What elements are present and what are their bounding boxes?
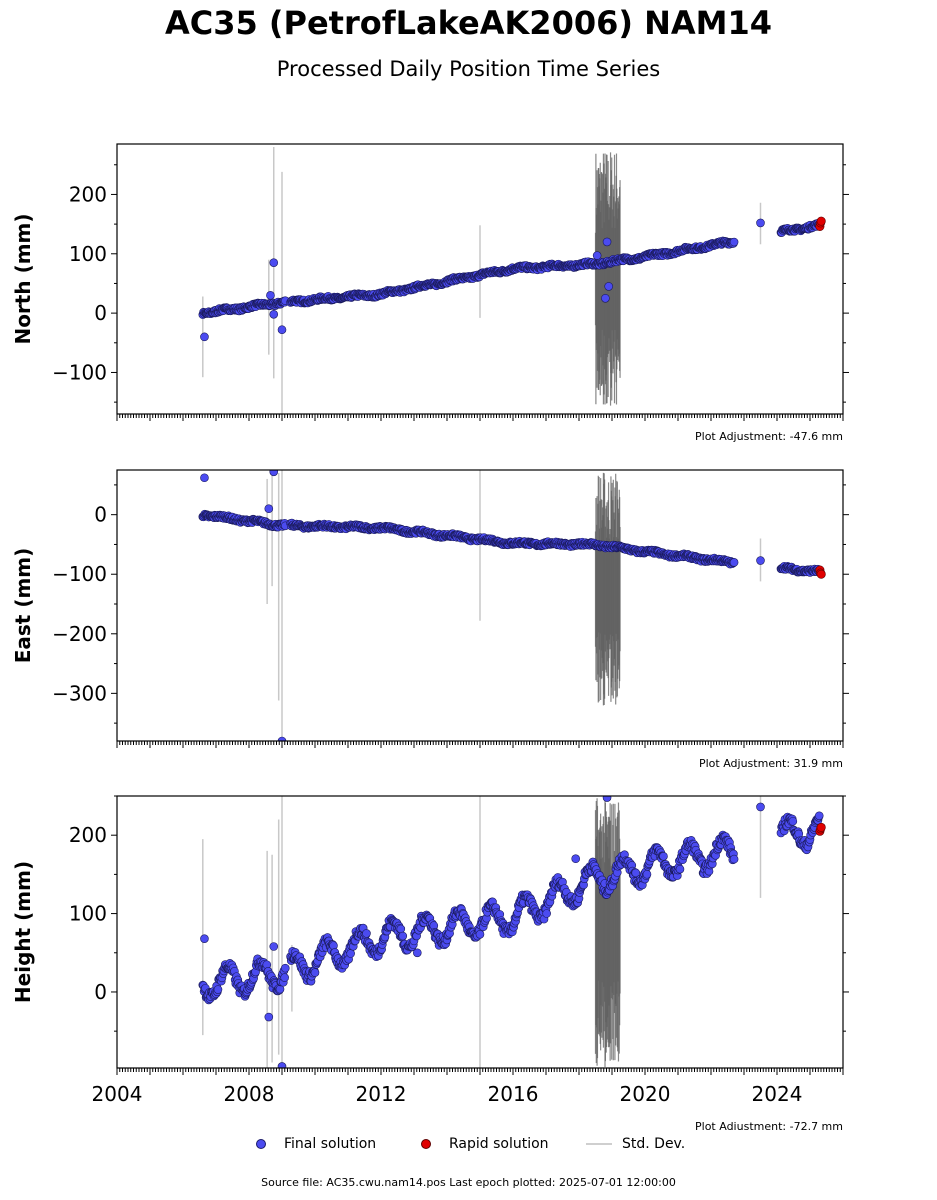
x-tick-label: 2024: [752, 1082, 803, 1106]
final-solution-point: [788, 816, 798, 826]
panel-data-area: [198, 470, 826, 741]
legend-std: Std. Dev.: [586, 1136, 685, 1152]
final-solution-point: [642, 869, 652, 879]
legend-final: Final solution: [256, 1136, 376, 1152]
y-tick-label: −100: [52, 360, 107, 384]
x-tick-label: 2008: [224, 1082, 275, 1106]
y-tick-label: 200: [69, 823, 107, 847]
final-solution-outlier: [756, 218, 765, 228]
final-solution-outlier: [571, 854, 581, 864]
y-axis-label: Height (mm): [11, 861, 35, 1003]
panel-height: 0 100 200 2004 2008 2012 2016 2020 2024 Height (m…: [11, 795, 849, 1130]
final-solution-outlier: [200, 332, 209, 342]
final-solution-outlier: [602, 237, 612, 247]
x-tick-label: 2016: [488, 1082, 539, 1106]
legend: Final solution Rapid solution Std. Dev.: [0, 1136, 937, 1160]
final-solution-point: [542, 909, 551, 918]
final-solution-outlier: [602, 796, 612, 802]
final-solution-point: [729, 237, 739, 247]
final-solution-point: [729, 854, 739, 864]
final-solution-point: [396, 924, 406, 934]
final-solution-point: [729, 558, 739, 567]
y-tick-label: −200: [52, 622, 107, 646]
final-solution-marker: [256, 1139, 266, 1149]
y-axis-label: North (mm): [11, 213, 35, 344]
rapid-solution-marker: [421, 1139, 431, 1149]
std-dev-line-marker: [586, 1143, 612, 1145]
final-solution-point: [398, 931, 408, 941]
final-solution-point: [659, 851, 668, 861]
final-solution-outlier: [200, 473, 209, 483]
x-tick-label: 2012: [356, 1082, 407, 1106]
final-solution-outlier: [269, 942, 279, 951]
final-solution-point: [346, 949, 355, 958]
final-solution-point: [213, 985, 223, 994]
final-solution-point: [814, 811, 824, 821]
final-solution-outlier: [601, 293, 610, 303]
final-solution-outlier: [604, 282, 614, 291]
legend-std-label: Std. Dev.: [622, 1136, 686, 1152]
final-solution-point: [280, 973, 289, 982]
final-solution-outlier: [269, 310, 279, 319]
final-solution-point: [675, 864, 685, 874]
x-tick-label: 2004: [92, 1082, 143, 1106]
final-solution-point: [310, 968, 320, 977]
y-tick-label: −300: [52, 681, 107, 705]
final-solution-outlier: [266, 291, 275, 300]
rapid-solution-point: [816, 216, 826, 226]
plot-adjustment-label: Plot Adjustment: -47.6 mm: [695, 430, 843, 443]
legend-final-label: Final solution: [284, 1136, 377, 1152]
final-solution-outlier: [264, 1012, 274, 1022]
y-tick-label: 0: [94, 980, 107, 1004]
rapid-solution-point: [816, 569, 826, 579]
y-tick-label: 200: [69, 182, 107, 206]
y-tick-label: 100: [69, 902, 107, 926]
final-solution-outlier: [269, 470, 279, 477]
final-solution-point: [631, 868, 641, 878]
y-tick-label: 0: [94, 503, 107, 527]
final-solution-outlier: [264, 504, 274, 514]
legend-rapid-label: Rapid solution: [449, 1136, 549, 1152]
final-solution-outlier: [277, 1062, 287, 1068]
y-tick-label: 0: [94, 301, 107, 325]
legend-rapid: Rapid solution: [421, 1136, 549, 1152]
final-solution-outlier: [412, 948, 422, 958]
chart-title: AC35 (PetrofLakeAK2006) NAM14: [164, 4, 773, 42]
y-axis-label: East (mm): [11, 548, 35, 664]
time-series-plots: −100 0 100 200 North (mm) Plot Adjustment: -4…: [11, 143, 849, 1130]
panel-north: −100 0 100 200 North (mm) Plot Adjustment: -4…: [11, 143, 849, 443]
source-footer: Source file: AC35.cwu.nam14.pos Last epo…: [261, 1176, 676, 1189]
rapid-solution-point: [816, 822, 826, 832]
final-solution-outlier: [592, 251, 602, 260]
final-solution-outlier: [756, 802, 765, 812]
final-solution-point: [280, 963, 290, 973]
y-tick-label: −100: [52, 562, 107, 586]
x-tick-label: 2020: [620, 1082, 671, 1106]
panel-east: −300 −200 −100 0 East (mm) Plot Adjustment: 3…: [11, 469, 849, 770]
panel-data-area: [198, 796, 826, 1068]
final-solution-point: [362, 929, 371, 938]
final-solution-point: [475, 930, 485, 939]
y-tick-label: 100: [69, 242, 107, 266]
plot-adjustment-label: Plot Adjustment: 31.9 mm: [699, 757, 843, 770]
final-solution-outlier: [269, 258, 279, 267]
final-solution-outlier: [277, 736, 287, 741]
plot-adjustment-label: Plot Adjustment: -72.7 mm: [695, 1120, 843, 1130]
chart-subtitle: Processed Daily Position Time Series: [276, 57, 661, 81]
final-solution-outlier: [756, 556, 765, 565]
final-solution-outlier: [200, 934, 209, 943]
final-solution-outlier: [277, 325, 287, 335]
panel-data-area: [198, 146, 826, 414]
